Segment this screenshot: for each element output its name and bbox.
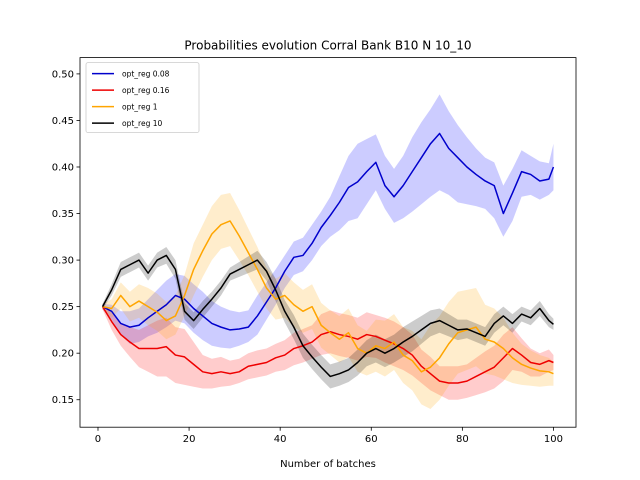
series-line-3 xyxy=(101,254,554,378)
y-tick-label: 0.45 xyxy=(52,116,74,127)
y-tick-label: 0.20 xyxy=(52,349,74,360)
y-tick-label: 0.35 xyxy=(52,209,74,220)
x-tick-label: 80 xyxy=(456,434,469,445)
legend-label-1: opt_reg 0.16 xyxy=(122,86,170,95)
y-tick-label: 0.30 xyxy=(52,256,74,267)
legend-label-3: opt_reg 10 xyxy=(122,119,162,128)
legend-label-2: opt_reg 1 xyxy=(122,103,158,112)
band-3 xyxy=(102,247,554,389)
band-1 xyxy=(102,303,554,400)
series-lines xyxy=(101,132,555,384)
plot-frame xyxy=(79,57,577,428)
y-tick-label: 0.15 xyxy=(52,395,74,406)
x-tick-label: 40 xyxy=(274,434,287,445)
y-axis: 0.15 0.20 0.25 0.30 0.35 0.40 0.45 0.50 xyxy=(52,69,80,406)
legend-box xyxy=(85,62,200,133)
x-axis-label: Number of batches xyxy=(280,459,376,470)
x-tick-label: 0 xyxy=(95,434,101,445)
x-tick-label: 20 xyxy=(183,434,196,445)
y-tick-label: 0.25 xyxy=(52,302,74,313)
x-tick-label: 100 xyxy=(544,434,563,445)
y-tick-label: 0.40 xyxy=(52,162,74,173)
legend-label-0: opt_reg 0.08 xyxy=(122,70,170,79)
x-axis: 0 20 40 60 80 100 xyxy=(95,427,563,445)
band-0 xyxy=(102,94,554,349)
chart-title: Probabilities evolution Corral Bank B10 … xyxy=(184,39,471,53)
legend: opt_reg 0.08 opt_reg 0.16 opt_reg 1 opt_reg… xyxy=(85,62,200,133)
x-tick-label: 60 xyxy=(365,434,378,445)
series-line-0 xyxy=(102,132,555,331)
y-tick-label: 0.50 xyxy=(52,69,74,80)
